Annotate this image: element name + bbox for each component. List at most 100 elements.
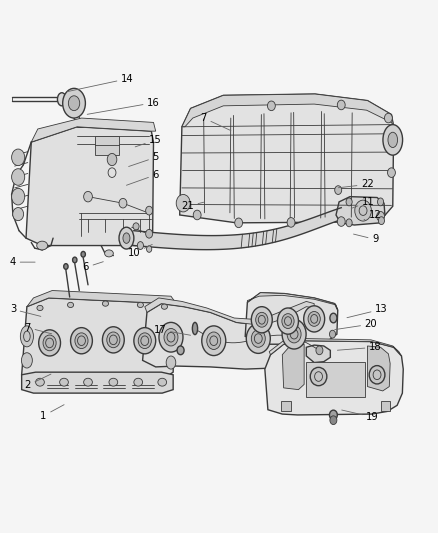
Ellipse shape bbox=[134, 378, 143, 386]
Ellipse shape bbox=[207, 332, 221, 350]
Ellipse shape bbox=[133, 223, 139, 230]
Polygon shape bbox=[269, 338, 402, 356]
Ellipse shape bbox=[39, 330, 60, 356]
Text: 6: 6 bbox=[127, 170, 159, 185]
Text: 17: 17 bbox=[154, 325, 191, 335]
Polygon shape bbox=[27, 290, 175, 306]
Text: 19: 19 bbox=[342, 410, 379, 422]
Polygon shape bbox=[134, 208, 341, 249]
Ellipse shape bbox=[251, 330, 265, 348]
Ellipse shape bbox=[388, 132, 398, 148]
Ellipse shape bbox=[73, 257, 77, 263]
Polygon shape bbox=[21, 298, 174, 381]
Text: 11: 11 bbox=[351, 197, 374, 208]
Ellipse shape bbox=[12, 149, 25, 166]
Ellipse shape bbox=[138, 302, 144, 308]
Ellipse shape bbox=[337, 217, 345, 227]
Ellipse shape bbox=[193, 210, 201, 220]
Ellipse shape bbox=[304, 306, 325, 332]
Ellipse shape bbox=[12, 169, 25, 185]
Ellipse shape bbox=[84, 378, 92, 386]
Ellipse shape bbox=[378, 217, 385, 224]
Polygon shape bbox=[143, 304, 314, 369]
Ellipse shape bbox=[308, 311, 320, 326]
Ellipse shape bbox=[12, 188, 25, 205]
Polygon shape bbox=[381, 401, 390, 411]
Text: 6: 6 bbox=[83, 262, 103, 272]
Ellipse shape bbox=[102, 301, 109, 306]
Ellipse shape bbox=[13, 207, 24, 221]
Text: 18: 18 bbox=[337, 342, 381, 352]
Ellipse shape bbox=[355, 200, 371, 221]
Ellipse shape bbox=[346, 219, 352, 227]
Polygon shape bbox=[247, 293, 338, 310]
Text: 1: 1 bbox=[40, 405, 64, 421]
Ellipse shape bbox=[287, 326, 301, 343]
Ellipse shape bbox=[138, 241, 144, 249]
Text: 12: 12 bbox=[364, 210, 381, 220]
Ellipse shape bbox=[37, 305, 43, 311]
Ellipse shape bbox=[68, 96, 80, 111]
Polygon shape bbox=[306, 362, 365, 398]
Ellipse shape bbox=[21, 353, 32, 368]
Ellipse shape bbox=[310, 367, 327, 386]
Ellipse shape bbox=[81, 252, 85, 257]
Ellipse shape bbox=[147, 246, 152, 252]
Ellipse shape bbox=[256, 312, 268, 327]
Ellipse shape bbox=[75, 333, 88, 349]
Ellipse shape bbox=[60, 378, 68, 386]
Ellipse shape bbox=[146, 206, 152, 215]
Ellipse shape bbox=[64, 264, 68, 269]
Ellipse shape bbox=[109, 378, 118, 386]
Ellipse shape bbox=[138, 333, 151, 349]
Ellipse shape bbox=[176, 195, 190, 212]
Polygon shape bbox=[182, 94, 394, 127]
Polygon shape bbox=[95, 135, 119, 155]
Ellipse shape bbox=[251, 306, 272, 333]
Ellipse shape bbox=[287, 217, 295, 227]
Ellipse shape bbox=[166, 356, 176, 369]
Text: 16: 16 bbox=[87, 98, 160, 114]
Polygon shape bbox=[180, 94, 394, 223]
Text: 22: 22 bbox=[338, 180, 374, 189]
Text: 4: 4 bbox=[10, 257, 35, 267]
Ellipse shape bbox=[119, 227, 134, 249]
Ellipse shape bbox=[278, 308, 298, 334]
Ellipse shape bbox=[282, 319, 306, 349]
Text: 7: 7 bbox=[25, 322, 52, 334]
Text: 2: 2 bbox=[25, 374, 51, 390]
Text: 9: 9 bbox=[353, 234, 378, 245]
Ellipse shape bbox=[107, 154, 117, 166]
Ellipse shape bbox=[71, 328, 92, 354]
Ellipse shape bbox=[164, 328, 178, 346]
Ellipse shape bbox=[246, 324, 270, 353]
Polygon shape bbox=[281, 401, 291, 411]
Ellipse shape bbox=[177, 346, 184, 354]
Ellipse shape bbox=[346, 198, 352, 206]
Ellipse shape bbox=[235, 218, 243, 228]
Ellipse shape bbox=[383, 125, 403, 155]
Text: 13: 13 bbox=[347, 304, 388, 318]
Polygon shape bbox=[26, 127, 153, 246]
Text: 5: 5 bbox=[129, 152, 159, 166]
Ellipse shape bbox=[37, 241, 48, 250]
Ellipse shape bbox=[146, 229, 152, 238]
Ellipse shape bbox=[335, 185, 342, 195]
Polygon shape bbox=[306, 345, 330, 362]
Text: 3: 3 bbox=[10, 304, 41, 317]
Ellipse shape bbox=[107, 332, 120, 348]
Ellipse shape bbox=[84, 191, 92, 202]
Ellipse shape bbox=[316, 346, 323, 354]
Ellipse shape bbox=[268, 101, 276, 111]
Ellipse shape bbox=[329, 330, 336, 338]
Polygon shape bbox=[367, 346, 390, 391]
Ellipse shape bbox=[161, 304, 167, 309]
Ellipse shape bbox=[159, 322, 183, 352]
Ellipse shape bbox=[67, 302, 74, 308]
Text: 21: 21 bbox=[181, 201, 204, 211]
Polygon shape bbox=[265, 341, 403, 415]
Text: 20: 20 bbox=[335, 319, 377, 329]
Polygon shape bbox=[245, 293, 338, 344]
Ellipse shape bbox=[329, 410, 337, 420]
Ellipse shape bbox=[123, 233, 130, 244]
